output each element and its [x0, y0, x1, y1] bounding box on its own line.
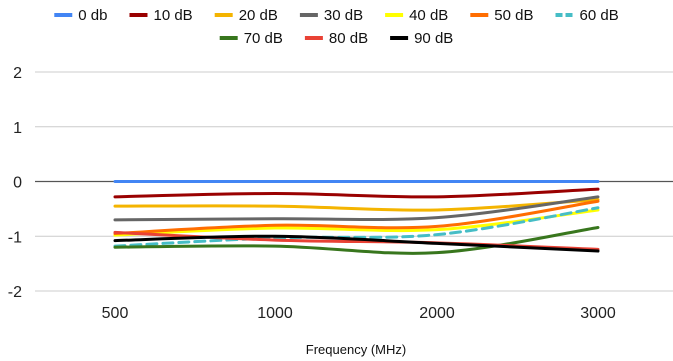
x-axis: 500 1000 2000 3000 [102, 305, 616, 322]
series-line-10-db [113, 187, 600, 199]
legend-label: 50 dB [494, 7, 533, 24]
series-line-30-db [113, 195, 600, 222]
x-tick-label: 3000 [580, 305, 616, 322]
x-axis-title: Frequency (MHz) [306, 342, 406, 357]
y-tick-label: 1 [13, 120, 22, 137]
legend-label: 60 dB [580, 7, 619, 24]
legend-label: 20 dB [239, 7, 278, 24]
series-line-50-db [113, 199, 600, 236]
legend-label: 40 dB [409, 7, 448, 24]
legend-label: 70 dB [244, 30, 283, 47]
legend-label: 80 dB [329, 30, 368, 47]
legend-label: 0 db [78, 7, 107, 24]
x-tick-label: 500 [102, 305, 129, 322]
y-tick-label: -2 [8, 284, 22, 301]
x-tick-label: 2000 [419, 305, 455, 322]
series-line-70-db [113, 225, 600, 255]
y-tick-label: 2 [13, 65, 22, 82]
x-tick-label: 1000 [257, 305, 293, 322]
legend: 0 db 10 dB 20 dB 30 dB 40 dB 50 dB 60 dB 70 dB 8… [54, 7, 619, 47]
y-tick-label: -1 [8, 229, 22, 246]
series-line-90-db [113, 234, 600, 253]
y-tick-label: 0 [13, 175, 22, 192]
series-group [113, 180, 600, 255]
series-line-40-db [113, 208, 600, 237]
legend-label: 90 dB [414, 30, 453, 47]
series-line-60-db [113, 206, 600, 248]
legend-label: 30 dB [324, 7, 363, 24]
y-axis: 2 1 0 -1 -2 [8, 65, 22, 301]
series-line-20-db [113, 198, 600, 212]
legend-label: 10 dB [153, 7, 192, 24]
